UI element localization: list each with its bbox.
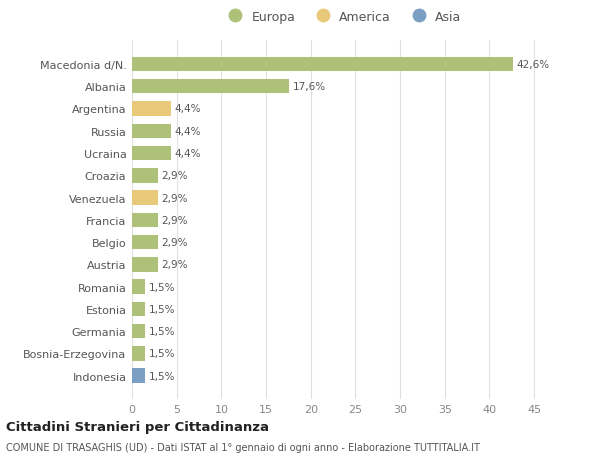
Text: 2,9%: 2,9% [161,215,188,225]
Text: 1,5%: 1,5% [149,371,175,381]
Text: 17,6%: 17,6% [293,82,326,92]
Bar [132,168,158,183]
Bar [132,257,158,272]
Text: 4,4%: 4,4% [175,127,202,136]
Bar [132,369,145,383]
Text: Cittadini Stranieri per Cittadinanza: Cittadini Stranieri per Cittadinanza [6,420,269,433]
Bar [132,191,158,205]
Text: COMUNE DI TRASAGHIS (UD) - Dati ISTAT al 1° gennaio di ogni anno - Elaborazione : COMUNE DI TRASAGHIS (UD) - Dati ISTAT al… [6,442,480,452]
Text: 1,5%: 1,5% [149,304,175,314]
Text: 1,5%: 1,5% [149,282,175,292]
Text: 2,9%: 2,9% [161,193,188,203]
Bar [132,280,145,294]
Text: 4,4%: 4,4% [175,149,202,159]
Bar [132,302,145,316]
Bar [132,57,512,72]
Legend: Europa, America, Asia: Europa, America, Asia [220,8,464,26]
Bar [132,347,145,361]
Text: 2,9%: 2,9% [161,260,188,270]
Bar [132,146,172,161]
Text: 42,6%: 42,6% [516,60,550,70]
Text: 1,5%: 1,5% [149,349,175,358]
Text: 2,9%: 2,9% [161,171,188,181]
Bar [132,213,158,228]
Bar [132,124,172,139]
Text: 2,9%: 2,9% [161,238,188,247]
Bar [132,80,289,94]
Text: 4,4%: 4,4% [175,104,202,114]
Bar [132,235,158,250]
Bar [132,102,172,117]
Text: 1,5%: 1,5% [149,326,175,336]
Bar [132,324,145,339]
